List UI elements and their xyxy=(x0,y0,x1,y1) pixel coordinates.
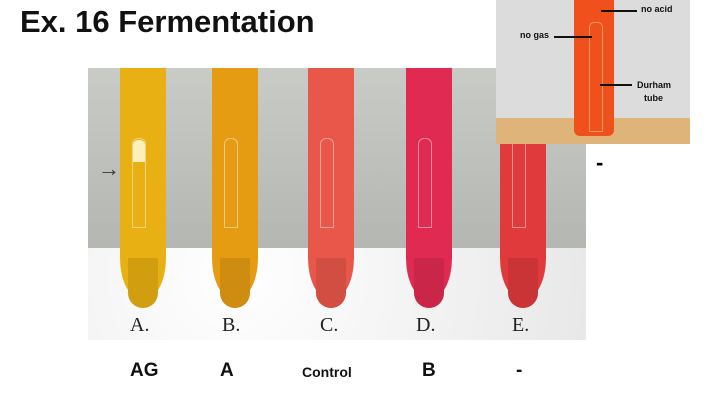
result-label: - xyxy=(516,360,523,381)
side-mark: - xyxy=(596,150,604,175)
tube-a xyxy=(120,68,166,308)
tube-letter: D. xyxy=(416,314,436,336)
tube-b xyxy=(212,68,258,308)
arrow-icon xyxy=(554,36,592,38)
result-label: A xyxy=(220,360,234,381)
gas-bubble xyxy=(133,140,145,162)
tube-letter: C. xyxy=(320,314,339,336)
tube-c xyxy=(308,68,354,308)
durham-tube xyxy=(589,22,603,132)
result-label: AG xyxy=(130,360,159,381)
durham-tube-inset-photo: no acid no gas Durham tube xyxy=(496,0,690,144)
result-label: B xyxy=(422,360,436,381)
slide-title: Ex. 16 Fermentation xyxy=(20,4,315,39)
tube-label: tube xyxy=(644,93,663,103)
arrow-icon xyxy=(600,84,632,86)
result-label: Control xyxy=(302,364,352,380)
tube-letter: E. xyxy=(512,314,530,336)
durham-label: Durham xyxy=(637,80,672,90)
tube-letter: A. xyxy=(130,314,150,336)
tube-d xyxy=(406,68,452,308)
arrow-icon: → xyxy=(98,156,120,181)
no-gas-label: no gas xyxy=(520,30,550,40)
tube-letter: B. xyxy=(222,314,241,336)
arrow-icon xyxy=(601,10,637,12)
no-acid-label: no acid xyxy=(641,4,673,14)
